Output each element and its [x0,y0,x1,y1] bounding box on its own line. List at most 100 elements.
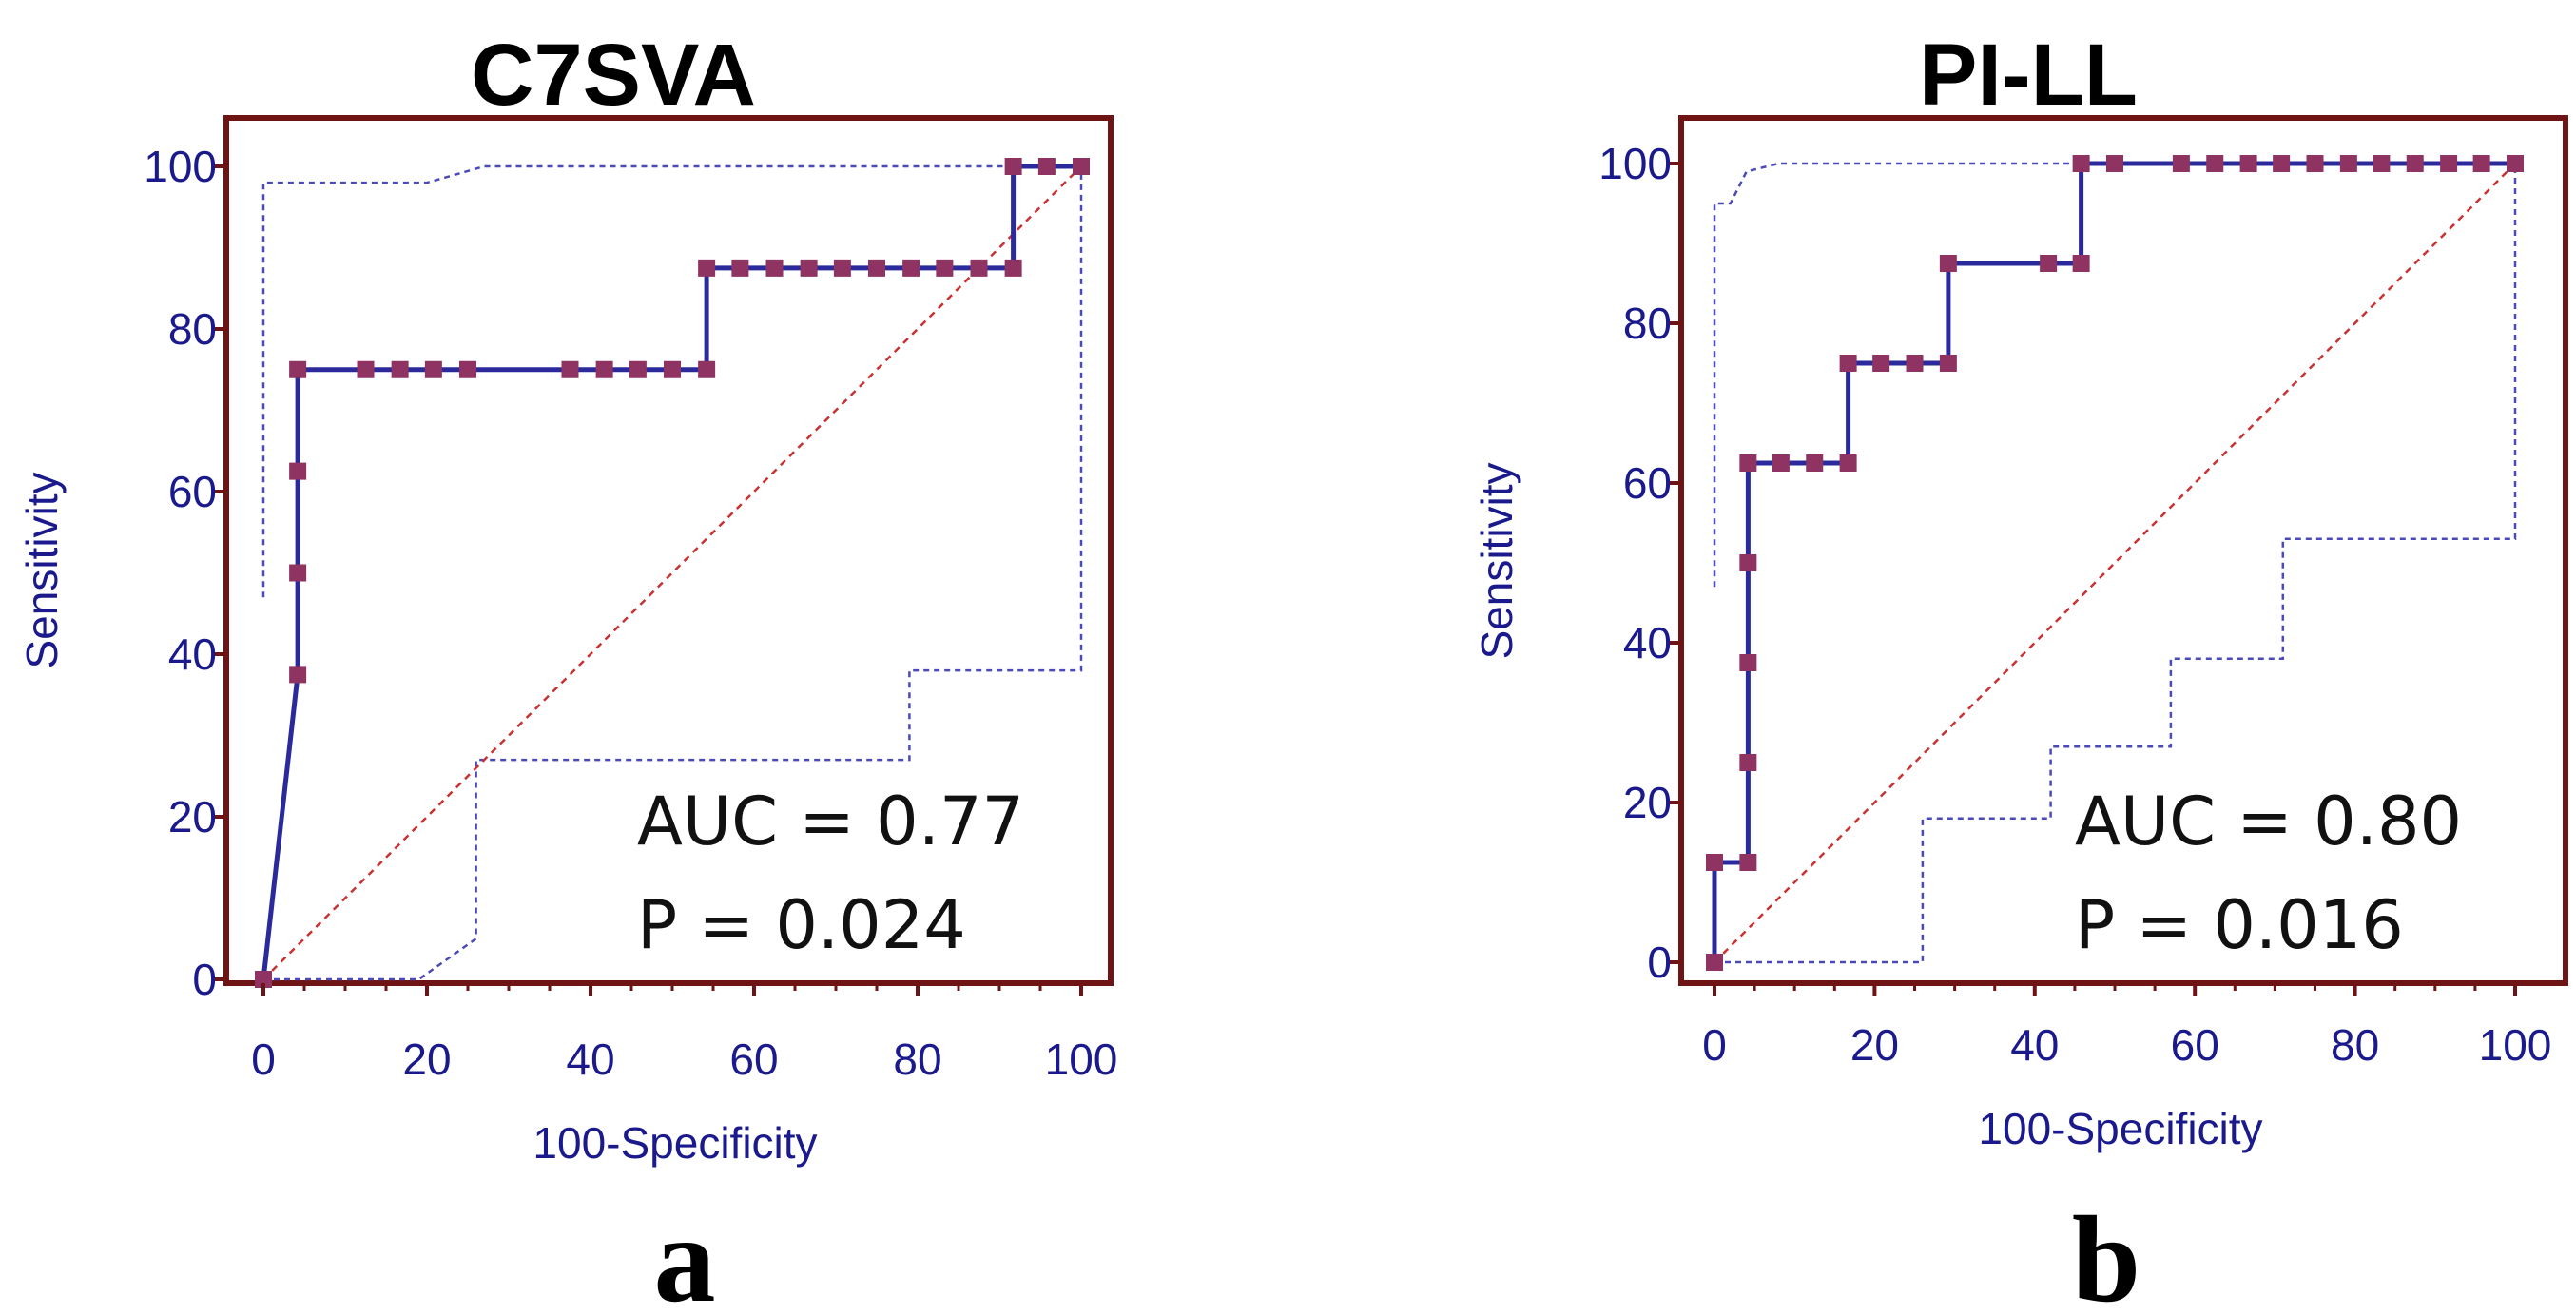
roc-point-marker [1739,454,1757,472]
lower-ci-line [1714,164,2517,964]
roc-point-marker [1939,255,1957,272]
roc-point-marker [1739,654,1757,671]
x-tick-label: 40 [566,1035,614,1084]
chart-title: PI-LL [1919,27,2138,124]
y-tick-label: 60 [1623,458,1672,508]
roc-point-marker [731,259,749,277]
x-tick-label: 80 [893,1035,941,1084]
roc-point-marker [1772,454,1790,472]
roc-point-marker [1839,454,1857,472]
x-tick-label: 100 [1045,1035,1118,1084]
x-tick-label: 60 [2171,1020,2219,1070]
roc-point-marker [765,259,784,277]
p-value-annotation: P = 0.016 [2075,886,2404,964]
y-axis-label: Sensitivity [1472,462,1521,659]
x-tick-label: 0 [251,1035,276,1084]
roc-point-marker [1839,355,1857,372]
x-tick-label: 20 [1850,1020,1899,1070]
roc-point-marker [2072,255,2090,272]
x-axis-label: 100-Specificity [1978,1104,2262,1153]
roc-panel-a: C7SVA 0 20 40 60 80 100 0 20 40 60 80 100 100-Speci… [17,27,1117,1315]
y-tick-label: 100 [144,142,217,191]
roc-point-marker [2206,155,2224,172]
tick-layer: 0 20 40 60 80 100 0 20 40 60 80 100 [1598,139,2551,1070]
plot-frame [223,115,1114,986]
roc-point-marker [289,462,307,480]
x-tick-label: 0 [1702,1020,1727,1070]
roc-point-marker [2507,155,2524,172]
roc-point-marker [1706,954,1723,971]
ci-layer [261,164,1083,981]
x-tick-label: 80 [2331,1020,2379,1070]
y-tick-label: 20 [168,792,217,841]
roc-panel-b: PI-LL 0 20 40 60 80 100 0 20 40 60 80 100 100-Speci… [1472,27,2568,1315]
y-axis-label: Sensitivity [17,472,67,668]
roc-point-marker [1073,158,1090,175]
marker-layer [1706,155,2524,971]
roc-point-marker [970,259,988,277]
roc-point-marker [1939,355,1957,372]
reference-diagonal-line [1714,163,2516,963]
roc-point-marker [902,259,920,277]
roc-point-marker [629,360,647,378]
roc-point-marker [1037,158,1056,175]
x-tick-label: 20 [402,1035,451,1084]
upper-ci-line [1713,162,2515,588]
panel-letter: a [654,1191,716,1315]
y-tick-label: 60 [168,467,217,516]
auc-annotation: AUC = 0.80 [2075,783,2462,861]
roc-point-marker [2172,155,2190,172]
roc-point-marker [800,259,818,277]
tick-layer: 0 20 40 60 80 100 0 20 40 60 80 100 [144,142,1117,1084]
roc-point-marker [1806,454,1824,472]
auc-annotation: AUC = 0.77 [637,783,1024,861]
plot-frame [1678,115,2568,986]
roc-point-marker [2306,155,2324,172]
roc-point-marker [391,360,409,378]
y-tick-label: 40 [1623,618,1672,667]
roc-point-marker [2373,155,2391,172]
roc-point-marker [1872,355,1890,372]
roc-point-marker [1706,854,1723,871]
roc-point-marker [424,360,442,378]
panel-letter: b [2072,1191,2140,1315]
roc-point-marker [2040,255,2058,272]
roc-point-marker [1004,158,1022,175]
roc-point-marker [561,360,579,378]
x-tick-label: 100 [2479,1020,2552,1070]
reference-layer [1714,163,2516,963]
roc-point-marker [2273,155,2291,172]
roc-point-marker [1739,554,1757,571]
chart-title: C7SVA [471,27,756,124]
x-tick-label: 60 [729,1035,778,1084]
roc-point-marker [459,360,476,378]
p-value-annotation: P = 0.024 [637,886,966,964]
roc-point-marker [2440,155,2458,172]
roc-point-marker [698,259,716,277]
y-tick-label: 40 [168,629,217,679]
roc-point-marker [664,360,681,378]
x-axis-label: 100-Specificity [533,1118,817,1168]
lower-ci-line [263,166,1083,981]
roc-point-marker [868,259,885,277]
y-tick-label: 80 [1623,299,1672,348]
roc-point-marker [1739,854,1757,871]
roc-point-marker [289,666,307,684]
x-tick-label: 40 [2010,1020,2059,1070]
y-tick-label: 80 [168,304,217,354]
roc-point-marker [1004,259,1022,277]
roc-point-marker [357,360,375,378]
roc-point-marker [595,360,613,378]
roc-point-marker [1739,754,1757,771]
y-tick-label: 100 [1598,139,1672,188]
y-tick-label: 0 [1647,938,1672,987]
roc-point-marker [2339,155,2357,172]
roc-point-marker [2239,155,2257,172]
ci-layer [1713,162,2517,964]
roc-point-marker [833,259,851,277]
roc-point-marker [698,360,716,378]
roc-point-marker [289,360,307,378]
roc-point-marker [289,564,307,582]
roc-point-marker [2406,155,2424,172]
